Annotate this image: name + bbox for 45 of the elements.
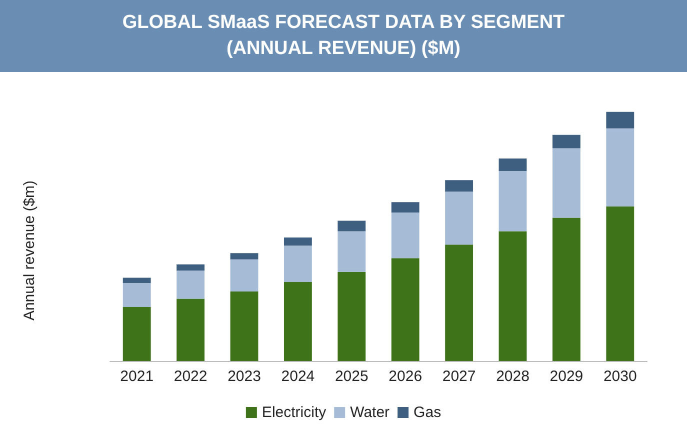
- x-tick-label: 2024: [281, 368, 315, 385]
- bar: [122, 283, 151, 307]
- x-tick-label: 2028: [496, 368, 530, 385]
- x-tick-label: 2021: [120, 368, 154, 385]
- legend-label: Water: [350, 404, 390, 421]
- bar: [552, 218, 580, 361]
- bar: [606, 206, 634, 361]
- x-tick-label: 2026: [388, 368, 422, 385]
- x-tick-label: 2030: [603, 368, 637, 385]
- bar: [391, 258, 420, 361]
- bar: [122, 278, 151, 284]
- bar: [445, 180, 474, 192]
- x-tick-label: 2029: [550, 368, 584, 385]
- bar: [498, 231, 527, 361]
- bar: [552, 134, 580, 148]
- bar: [498, 170, 527, 232]
- x-tick-label: 2023: [228, 368, 261, 385]
- chart-title: GLOBAL SMaaS FORECAST DATA BY SEGMENT (ANNUAL REVENUE) ($M): [0, 0, 687, 72]
- legend-label: Gas: [414, 404, 442, 421]
- bar: [284, 237, 312, 246]
- bar: [230, 253, 258, 260]
- bar: [498, 158, 527, 171]
- bar: [176, 264, 205, 271]
- bar: [284, 282, 312, 361]
- bar: [230, 292, 258, 361]
- bar: [230, 259, 258, 292]
- bar: [552, 148, 580, 218]
- bar: [445, 192, 474, 245]
- bar: [606, 112, 634, 128]
- bar: [391, 202, 420, 213]
- x-tick-label: 2022: [174, 368, 208, 385]
- bar: [176, 270, 205, 299]
- legend-label: Electricity: [262, 404, 327, 421]
- bar: [606, 128, 634, 206]
- bar: [445, 244, 474, 361]
- bar: [391, 212, 420, 258]
- x-tick-label: 2025: [334, 368, 368, 385]
- bar: [338, 272, 366, 361]
- x-tick-label: 2027: [442, 368, 476, 385]
- bar: [338, 231, 366, 272]
- bar: [176, 298, 205, 361]
- bar: [338, 220, 366, 232]
- bar: [122, 306, 151, 361]
- y-axis-title: Annual revenue ($m): [21, 180, 38, 321]
- bar: [284, 246, 312, 282]
